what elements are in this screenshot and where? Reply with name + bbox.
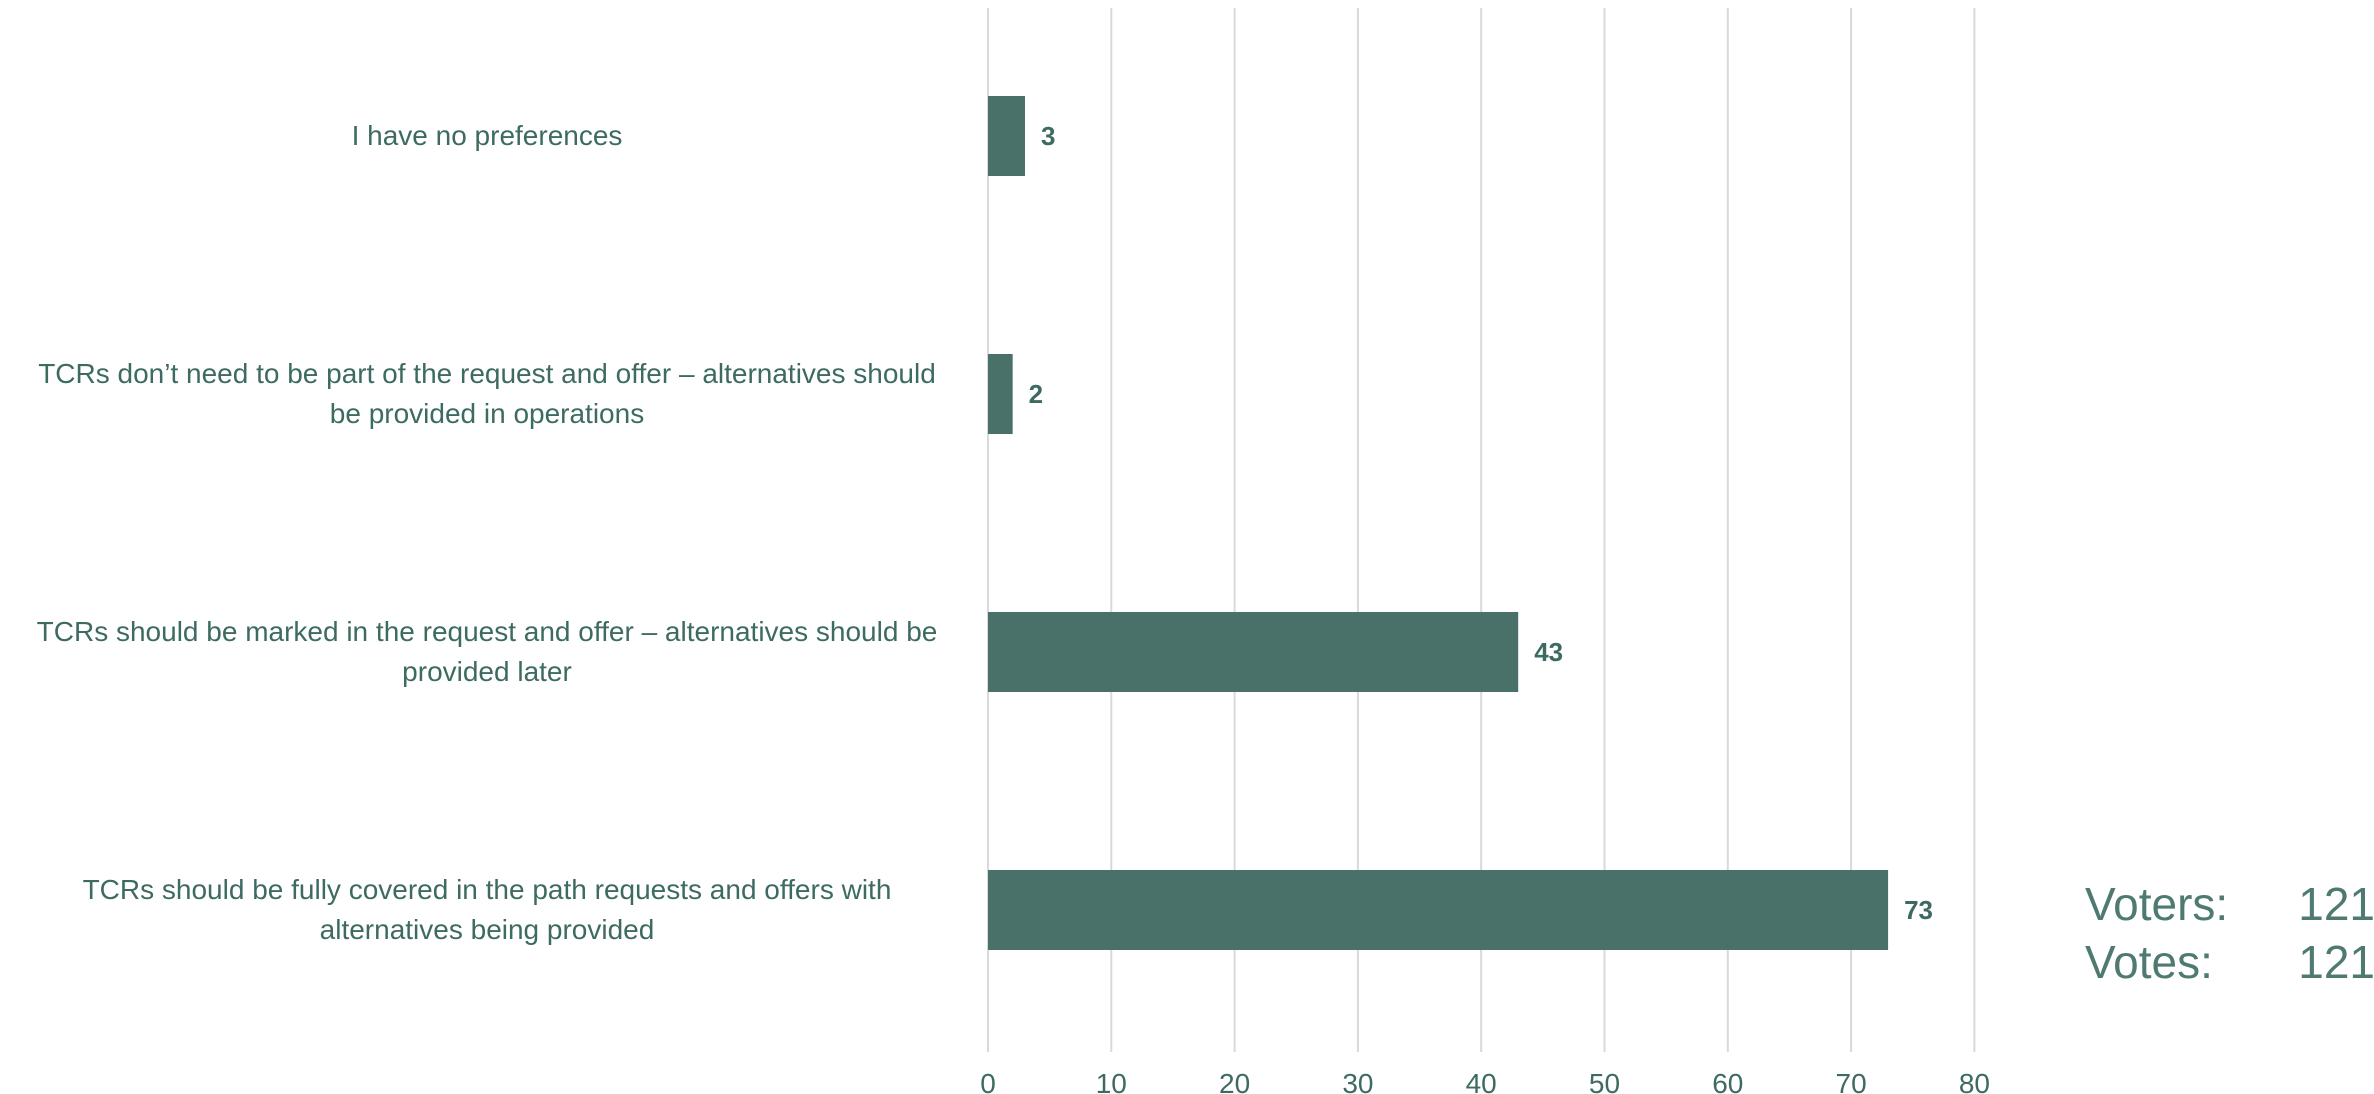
votes-label: Votes: bbox=[2085, 936, 2213, 988]
bar bbox=[988, 870, 1889, 950]
bar bbox=[988, 96, 1025, 176]
category-label-line: TCRs should be marked in the request and… bbox=[36, 616, 938, 647]
data-label: 2 bbox=[1029, 379, 1043, 409]
bar bbox=[988, 354, 1013, 434]
category-label-line: TCRs don’t need to be part of the reques… bbox=[38, 358, 936, 389]
x-tick-label: 40 bbox=[1466, 1068, 1497, 1094]
x-tick-label: 50 bbox=[1589, 1068, 1620, 1094]
x-tick-label: 60 bbox=[1712, 1068, 1743, 1094]
data-label: 43 bbox=[1534, 637, 1563, 667]
gridlines bbox=[987, 8, 1976, 1052]
x-tick-label: 20 bbox=[1219, 1068, 1250, 1094]
category-label: TCRs should be marked in the request and… bbox=[12, 612, 962, 692]
bar bbox=[988, 612, 1519, 692]
x-tick-label: 70 bbox=[1836, 1068, 1867, 1094]
x-tick-label: 0 bbox=[980, 1068, 996, 1094]
voters-value: 121 bbox=[2298, 878, 2374, 930]
category-label-line: TCRs should be fully covered in the path… bbox=[82, 874, 892, 905]
data-labels: 3 2 43 73 bbox=[1029, 121, 1933, 925]
votes-row: Votes: 121 bbox=[2085, 933, 2374, 991]
votes-value: 121 bbox=[2298, 936, 2374, 988]
data-label: 73 bbox=[1904, 895, 1933, 925]
category-label-line: alternatives being provided bbox=[319, 914, 655, 945]
voters-label: Voters: bbox=[2085, 878, 2229, 930]
bars bbox=[988, 96, 1889, 950]
x-tick-label: 10 bbox=[1096, 1068, 1127, 1094]
category-label-line: be provided in operations bbox=[329, 398, 645, 429]
vote-stats: Voters: 121 Votes: 121 bbox=[2085, 875, 2374, 991]
category-label: TCRs don’t need to be part of the reques… bbox=[12, 354, 962, 434]
x-tick-label: 30 bbox=[1342, 1068, 1373, 1094]
category-label: I have no preferences bbox=[12, 116, 962, 156]
voters-row: Voters: 121 bbox=[2085, 875, 2374, 933]
category-label-line: I have no preferences bbox=[351, 120, 623, 151]
x-tick-labels: 0 10 20 30 40 50 60 70 80 bbox=[980, 1068, 1990, 1094]
x-tick-label: 80 bbox=[1959, 1068, 1990, 1094]
data-label: 3 bbox=[1041, 121, 1055, 151]
category-label: TCRs should be fully covered in the path… bbox=[12, 870, 962, 950]
category-label-line: provided later bbox=[402, 656, 572, 687]
